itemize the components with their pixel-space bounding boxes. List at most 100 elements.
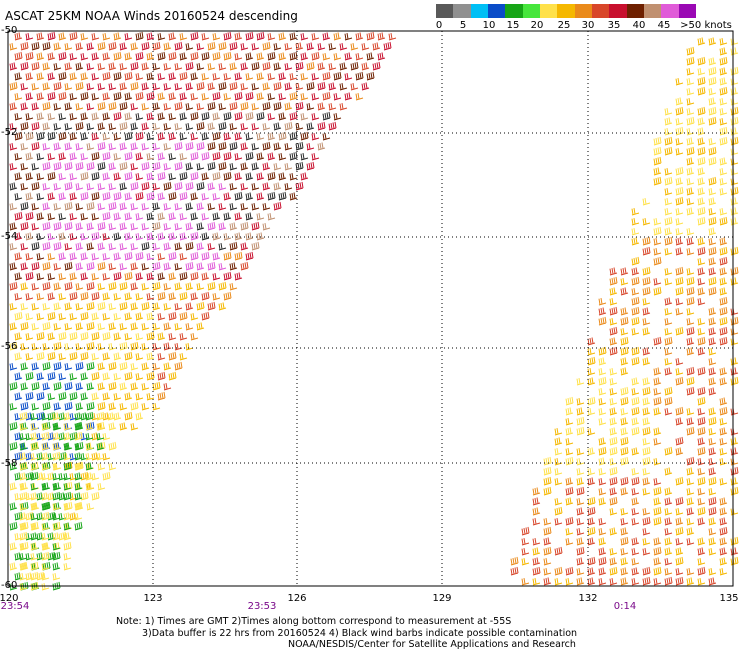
- wind-barb: [218, 63, 227, 71]
- wind-barb: [565, 448, 574, 456]
- wind-barb: [234, 111, 243, 121]
- wind-barb: [218, 141, 227, 151]
- wind-barb: [14, 392, 23, 401]
- wind-barb: [108, 101, 117, 111]
- wind-barb: [96, 442, 105, 451]
- pass-time-label: 23:54: [0, 601, 30, 612]
- wind-barb: [730, 168, 739, 176]
- wind-barb: [174, 141, 183, 151]
- wind-barb: [9, 303, 18, 311]
- wind-barb: [69, 313, 78, 321]
- wind-barb: [91, 93, 100, 101]
- wind-barb: [135, 233, 144, 241]
- wind-barb: [598, 398, 607, 406]
- wind-barb: [697, 146, 706, 156]
- wind-barb: [708, 257, 717, 266]
- wind-barb: [75, 81, 84, 91]
- wind-barb: [686, 408, 695, 416]
- wind-barb: [69, 132, 78, 141]
- wind-barb: [201, 232, 210, 241]
- wind-barb: [174, 203, 183, 211]
- wind-barb: [190, 93, 199, 101]
- wind-barb: [587, 468, 596, 476]
- wind-barb: [179, 311, 188, 321]
- wind-barb: [52, 422, 61, 431]
- wind-barb: [119, 161, 128, 171]
- wind-barb: [366, 71, 375, 81]
- wind-barb: [130, 81, 139, 91]
- wind-barb: [686, 137, 695, 146]
- wind-barb: [30, 441, 39, 451]
- wind-barb: [576, 557, 585, 566]
- wind-barb: [64, 401, 73, 411]
- wind-barb: [719, 108, 728, 116]
- wind-barb: [697, 278, 706, 286]
- wind-barb: [174, 101, 183, 111]
- wind-barb: [642, 407, 651, 416]
- wind-barb: [36, 372, 45, 381]
- wind-barb: [229, 123, 238, 131]
- wind-barb: [63, 461, 72, 471]
- wind-barb: [675, 368, 684, 376]
- wind-barb: [63, 412, 72, 421]
- wind-barb: [273, 122, 282, 131]
- wind-barb: [53, 302, 62, 311]
- wind-barb: [587, 447, 596, 456]
- wind-barb: [91, 273, 100, 281]
- wind-barb: [97, 401, 106, 411]
- wind-barb: [80, 91, 89, 101]
- wind-barb: [42, 122, 51, 131]
- wind-barb: [30, 423, 39, 431]
- wind-barb: [25, 452, 34, 461]
- wind-barb: [168, 32, 177, 41]
- wind-barb: [576, 546, 585, 556]
- wind-barb: [675, 556, 684, 566]
- wind-barb: [91, 171, 100, 181]
- wind-barb: [730, 207, 739, 216]
- wind-barb: [152, 323, 161, 331]
- wind-barb: [31, 403, 40, 411]
- wind-barb: [47, 393, 56, 401]
- wind-barbs-layer: [9, 31, 739, 591]
- wind-barb: [52, 412, 61, 421]
- wind-barb: [58, 32, 67, 41]
- wind-barb: [565, 538, 574, 546]
- wind-barb: [53, 81, 62, 91]
- legend-swatch: [643, 4, 662, 18]
- wind-barb: [53, 123, 62, 131]
- wind-barb: [141, 383, 150, 391]
- wind-barb: [295, 181, 304, 191]
- wind-barb: [240, 203, 249, 211]
- wind-barb: [141, 241, 150, 251]
- wind-barb: [697, 216, 706, 226]
- wind-barb: [245, 232, 254, 241]
- wind-barb: [697, 558, 706, 566]
- wind-barb: [14, 272, 23, 281]
- wind-barb: [25, 293, 34, 301]
- wind-barb: [47, 273, 56, 281]
- wind-barb: [53, 221, 62, 231]
- wind-barb: [675, 126, 684, 136]
- wind-barb: [664, 248, 673, 256]
- wind-barb: [262, 141, 271, 151]
- wind-barb: [719, 168, 728, 176]
- wind-barb: [598, 488, 607, 496]
- wind-barb: [256, 192, 265, 201]
- wind-barb: [152, 183, 161, 191]
- wind-barb: [708, 238, 717, 246]
- wind-barb: [190, 171, 199, 181]
- wind-barb: [14, 193, 23, 201]
- wind-barb: [135, 73, 144, 81]
- wind-barb: [262, 123, 271, 131]
- wind-barb: [212, 33, 221, 41]
- wind-barb: [708, 37, 717, 46]
- wind-barb: [146, 153, 155, 161]
- wind-barb: [42, 261, 51, 271]
- wind-barb: [36, 193, 45, 201]
- wind-barb: [9, 562, 18, 571]
- wind-barb: [119, 142, 128, 151]
- wind-barb: [64, 102, 73, 111]
- wind-barb: [730, 106, 739, 116]
- wind-barb: [653, 557, 662, 566]
